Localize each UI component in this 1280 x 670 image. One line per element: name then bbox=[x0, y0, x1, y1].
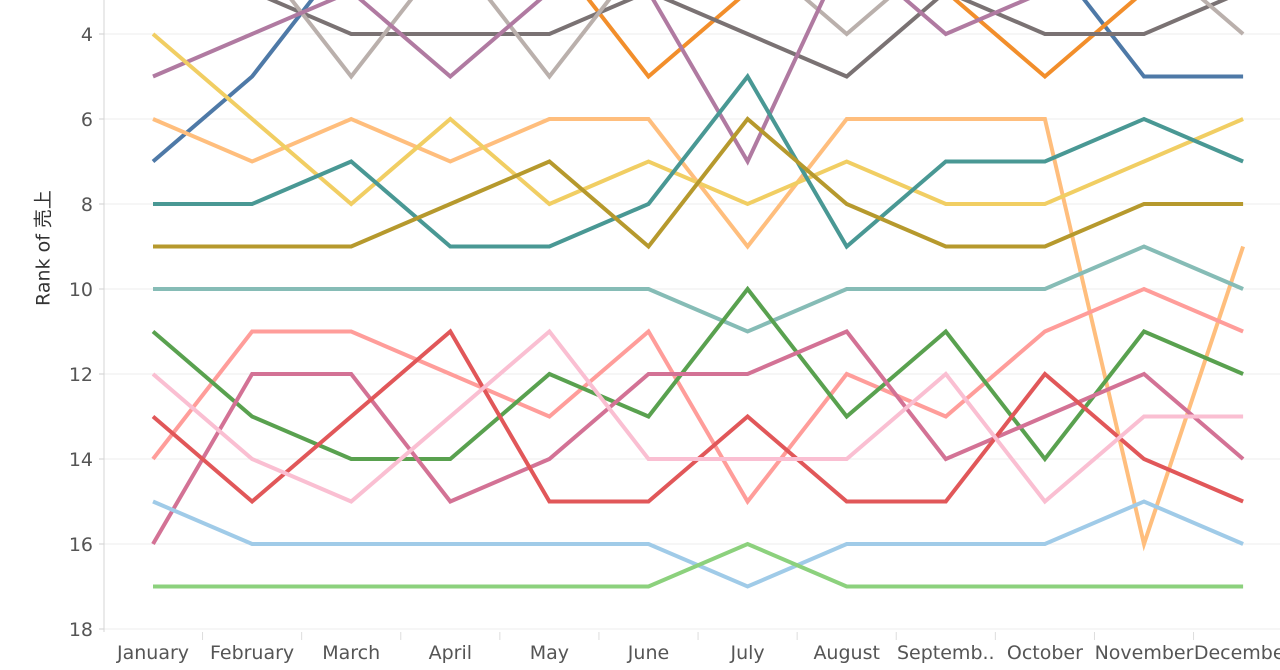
series-line[interactable] bbox=[153, 0, 1243, 80]
series-line[interactable] bbox=[153, 116, 1244, 250]
y-axis-title: Rank of 売上 bbox=[32, 190, 55, 306]
y-tick-label: 16 bbox=[69, 534, 93, 556]
x-tick-label: April bbox=[429, 642, 472, 664]
x-tick-label: July bbox=[730, 642, 765, 664]
y-tick-label: 8 bbox=[81, 194, 93, 216]
x-tick-label: June bbox=[627, 642, 669, 664]
series-line[interactable] bbox=[153, 0, 1245, 80]
series-line[interactable] bbox=[153, 244, 1244, 334]
x-tick-label: Septemb.. bbox=[897, 642, 995, 664]
x-tick-label: November bbox=[1095, 642, 1194, 664]
axes: 4 6 8 10 12 14 16 18 January February March April Ma… bbox=[69, 0, 1280, 664]
x-tick-label: March bbox=[322, 642, 380, 664]
y-tick-label: 10 bbox=[69, 279, 93, 301]
series-line[interactable] bbox=[153, 541, 1244, 589]
x-tick-label: August bbox=[813, 642, 880, 664]
series-line[interactable] bbox=[151, 286, 1244, 506]
series-line[interactable] bbox=[151, 285, 1244, 463]
series-line[interactable] bbox=[153, 0, 1243, 79]
x-tick-label: February bbox=[210, 642, 294, 664]
y-tick-label: 4 bbox=[81, 24, 93, 46]
y-tick-label: 18 bbox=[69, 619, 93, 641]
x-tick-label: January bbox=[116, 642, 189, 664]
series-lines bbox=[151, 0, 1245, 589]
x-tick-label: May bbox=[530, 642, 569, 664]
series-line[interactable] bbox=[153, 72, 1244, 250]
series-line[interactable] bbox=[151, 328, 1244, 505]
series-line[interactable] bbox=[151, 329, 1245, 546]
x-tick-label: December bbox=[1194, 642, 1280, 664]
y-tick-label: 14 bbox=[69, 449, 93, 471]
y-tick-label: 6 bbox=[81, 109, 93, 131]
x-tick-label: October bbox=[1007, 642, 1083, 664]
y-tick-label: 12 bbox=[69, 364, 93, 386]
series-line[interactable] bbox=[152, 0, 1243, 166]
